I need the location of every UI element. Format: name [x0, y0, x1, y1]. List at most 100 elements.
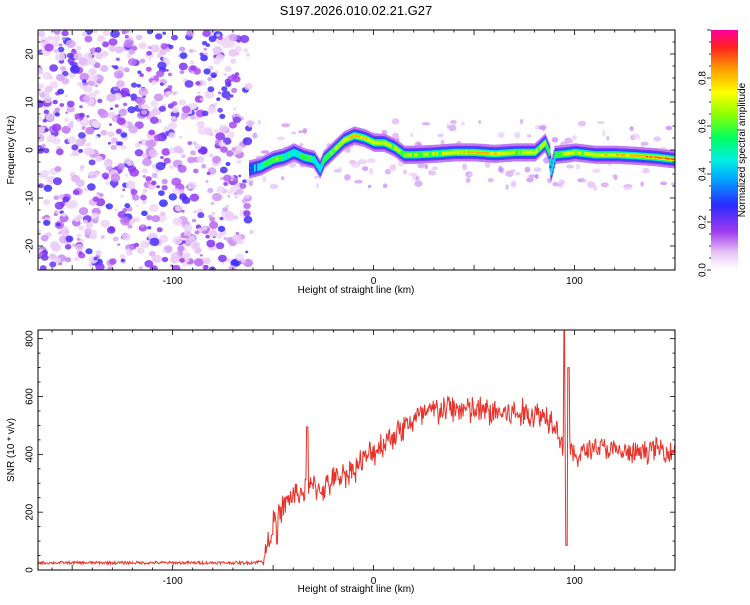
ridge-cell [620, 154, 623, 157]
noise-blob [631, 133, 640, 140]
noise-blob [54, 201, 64, 210]
noise-blob [40, 234, 49, 242]
ridge-cell [602, 153, 605, 157]
ridge-cell [368, 138, 371, 143]
noise-blob [61, 125, 71, 134]
noise-blob [149, 237, 160, 247]
ridge-cell [580, 150, 583, 156]
noise-blob [107, 131, 115, 138]
noise-blob [134, 149, 144, 157]
noise-blob [209, 132, 214, 137]
noise-blob [565, 139, 574, 144]
noise-blob [43, 109, 50, 115]
y-tick-label: 400 [25, 446, 36, 463]
noise-blob [623, 185, 632, 191]
noise-blob [83, 187, 89, 192]
noise-blob [245, 250, 249, 254]
noise-blob [606, 135, 610, 141]
snr-xlabel: Height of straight line (km) [298, 584, 415, 595]
ridge-cell [494, 152, 496, 155]
noise-blob [351, 161, 361, 168]
ridge-cell [332, 148, 335, 154]
ridge-cell [435, 151, 438, 156]
ridge-cell [291, 149, 293, 157]
ridge-cell [311, 155, 314, 163]
ridge-cell [349, 136, 352, 139]
noise-blob [231, 147, 237, 152]
ridge-cell [463, 151, 465, 154]
ridge-cell [503, 151, 505, 155]
noise-blob [245, 52, 250, 57]
ridge-cell [362, 136, 365, 139]
snr-axes: -100 0 100 0 200 400 600 800 [25, 330, 676, 587]
noise-blob [192, 141, 198, 146]
ridge-cell [352, 134, 355, 138]
noise-blob [100, 219, 110, 228]
ridge-cell [316, 160, 319, 168]
noise-blob [640, 141, 649, 146]
noise-blob [123, 39, 134, 48]
noise-blob [40, 169, 50, 177]
ridge-cell [286, 152, 288, 160]
ridge-cell [584, 151, 587, 157]
noise-blob [558, 179, 565, 185]
ridge-cell [579, 151, 582, 155]
ridge-cell [651, 155, 654, 159]
noise-blob [59, 214, 69, 223]
ridge-cell [656, 156, 659, 159]
ridge-cell [253, 163, 255, 174]
noise-blob [151, 254, 162, 263]
y-tick-label: 800 [25, 330, 36, 347]
noise-blob [122, 208, 128, 213]
noise-blob [103, 160, 112, 168]
noise-blob [484, 161, 491, 169]
noise-blob [100, 234, 106, 239]
noise-blob [106, 226, 116, 234]
noise-blob [592, 168, 601, 173]
ridge-cell [266, 159, 268, 167]
noise-blob [505, 184, 509, 191]
noise-blob [201, 164, 207, 169]
ridge-cell [414, 152, 417, 158]
noise-blob [62, 196, 70, 203]
noise-blob [79, 168, 84, 172]
ridge-cell [401, 150, 404, 156]
ridge-cell [412, 152, 415, 158]
noise-blob [132, 194, 140, 201]
noise-blob [218, 125, 229, 134]
noise-blob [225, 81, 232, 88]
noise-blob [575, 163, 581, 170]
noise-blob [64, 94, 69, 98]
x-tick-label: 100 [566, 576, 583, 587]
noise-blob [94, 84, 99, 88]
noise-blob [229, 94, 234, 98]
ridge-cell [611, 153, 614, 157]
noise-blob [180, 115, 186, 120]
noise-blob [602, 129, 606, 137]
ridge-cell [294, 149, 296, 157]
ridge-cell [301, 153, 303, 159]
ridge-cell [667, 157, 669, 160]
ridge-cell [399, 149, 402, 155]
ridge-cell [408, 152, 411, 158]
noise-blob [417, 162, 426, 169]
noise-blob [194, 95, 204, 103]
noise-blob [96, 192, 100, 196]
ridge-cell [375, 141, 378, 145]
noise-blob [78, 251, 83, 255]
noise-blob [280, 176, 285, 181]
noise-blob [552, 182, 559, 187]
noise-blob [78, 207, 89, 216]
noise-blob [403, 169, 407, 175]
noise-blob [578, 120, 586, 127]
ridge-cell [336, 145, 339, 149]
ridge-cell [511, 150, 513, 155]
noise-blob [183, 252, 191, 259]
ridge-cell [300, 153, 302, 159]
noise-blob [114, 104, 119, 108]
noise-blob [119, 254, 126, 260]
noise-blob [85, 222, 93, 229]
noise-blob [219, 176, 224, 181]
ridge-cell [500, 151, 502, 156]
noise-blob [208, 153, 214, 158]
